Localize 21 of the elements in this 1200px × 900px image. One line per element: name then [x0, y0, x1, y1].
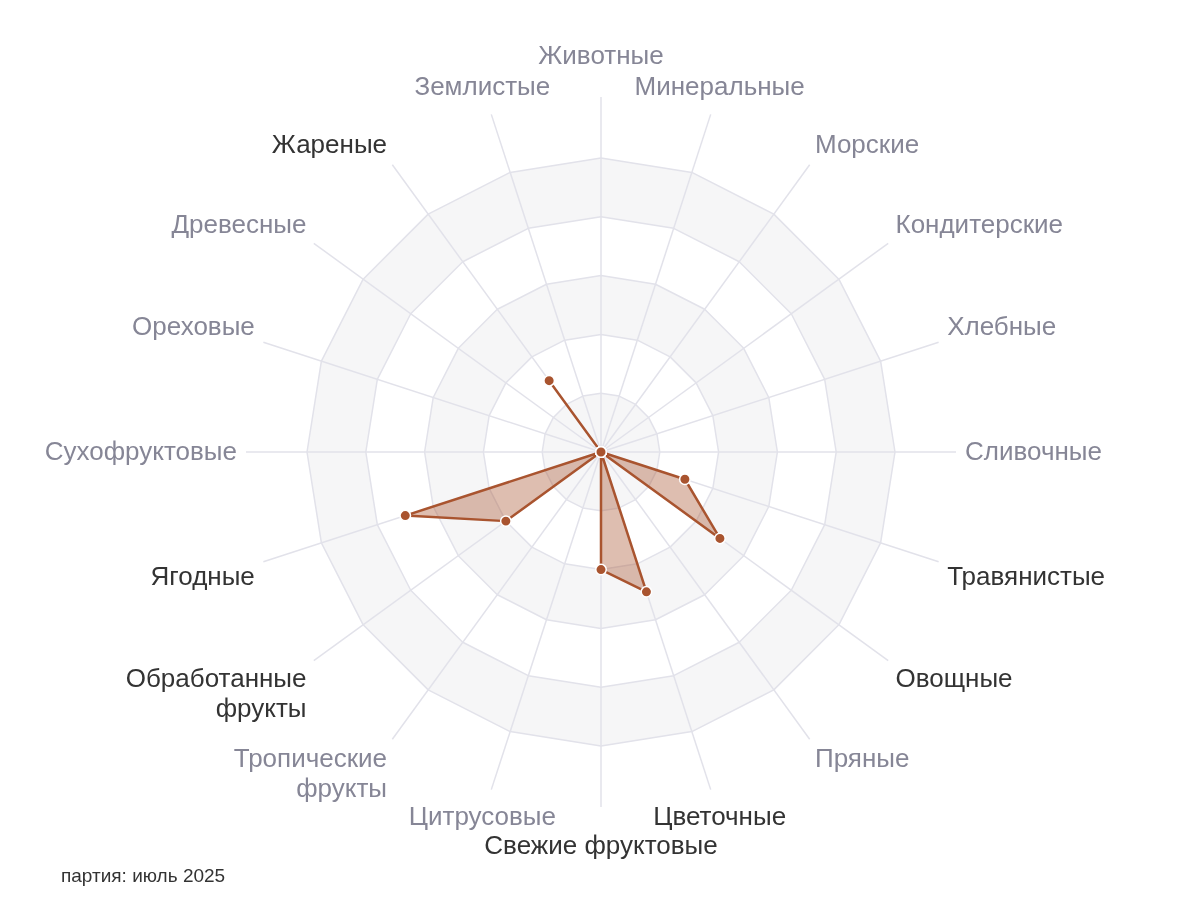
spoke-label: Ореховые: [132, 310, 255, 341]
spoke-label: Сливочные: [965, 436, 1102, 466]
spoke-label: Цветочные: [653, 801, 787, 832]
spoke-label: Свежие фруктовые: [484, 830, 718, 860]
spoke-label: Тропические фрукты: [233, 743, 388, 804]
spoke-label: Хлебные: [947, 310, 1057, 341]
spoke-label: Морские: [814, 128, 920, 159]
spoke-label: Травянистые: [947, 561, 1106, 592]
spoke-label: Цитрусовые: [408, 801, 556, 832]
spoke-label: Пряные: [814, 743, 910, 774]
spoke-label: Животные: [538, 40, 664, 70]
spoke-label: Землистые: [414, 70, 551, 101]
spoke-label: Сухофруктовые: [44, 436, 237, 466]
spoke-label: Овощные: [895, 662, 1013, 693]
spoke-label: Ягодные: [150, 561, 255, 592]
spoke-label: Обработанные фрукты: [125, 662, 307, 723]
text: партия: июль 2025: [61, 865, 226, 886]
spoke-label: Жареные: [271, 128, 388, 159]
spoke-label: Минеральные: [634, 70, 805, 101]
spoke-label: Кондитерские: [895, 209, 1064, 240]
spoke-label: Древесные: [171, 209, 307, 240]
